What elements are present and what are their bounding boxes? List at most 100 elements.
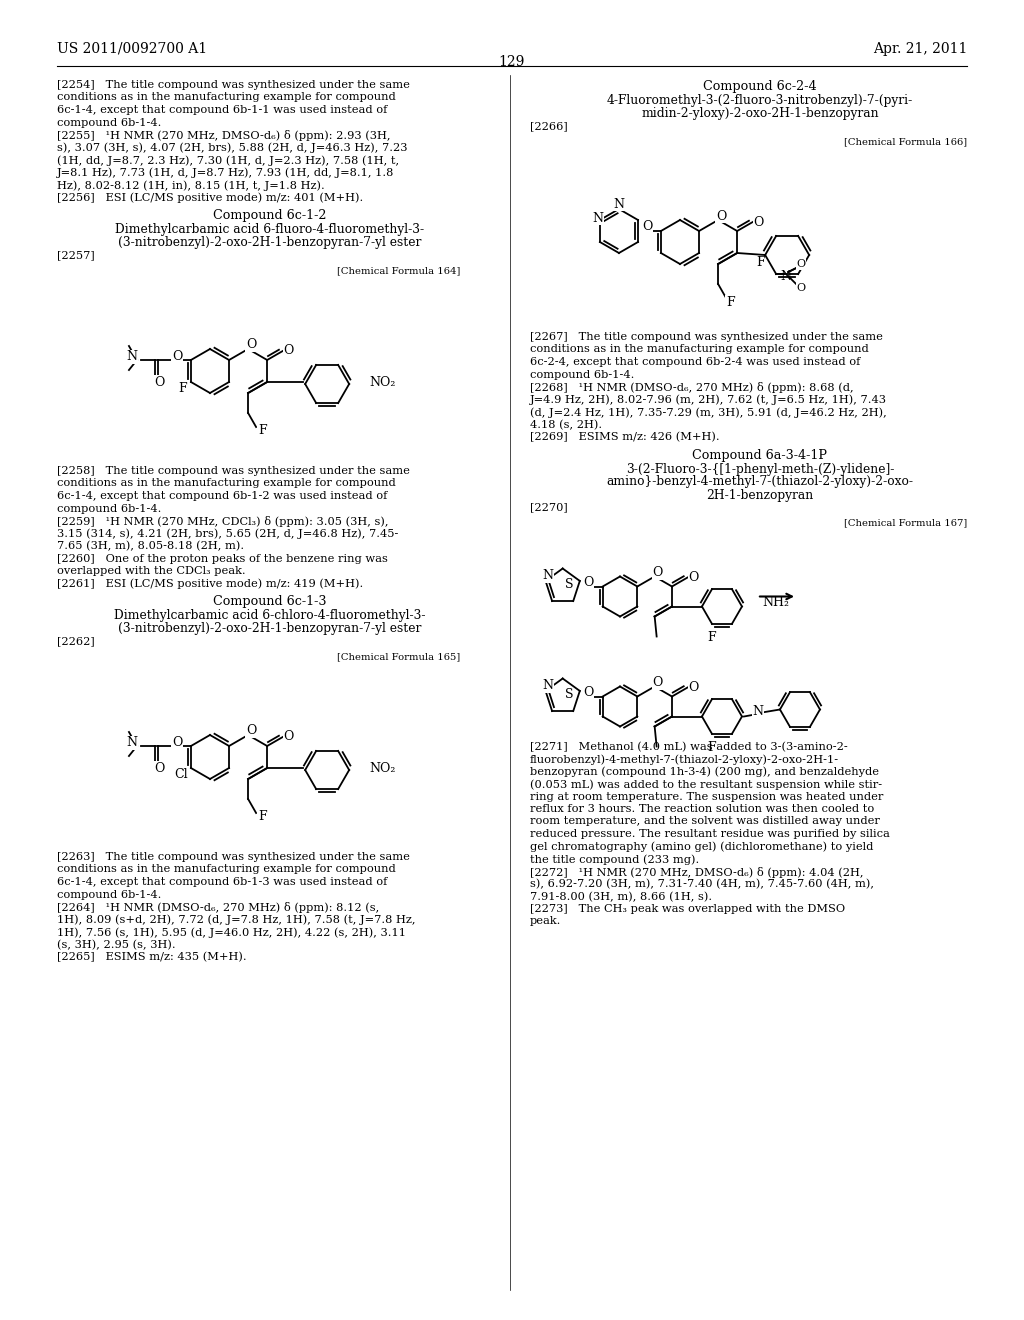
Text: O: O [716,210,726,223]
Text: NO₂: NO₂ [370,375,395,388]
Text: Compound 6a-3-4-1P: Compound 6a-3-4-1P [692,449,827,462]
Text: [2254]   The title compound was synthesized under the same: [2254] The title compound was synthesize… [57,81,410,90]
Text: benzopyran (compound 1h-3-4) (200 mg), and benzaldehyde: benzopyran (compound 1h-3-4) (200 mg), a… [530,767,879,777]
Text: Compound 6c-1-2: Compound 6c-1-2 [213,209,327,222]
Text: O: O [246,338,256,351]
Text: F: F [708,631,716,644]
Text: (1H, dd, J=8.7, 2.3 Hz), 7.30 (1H, d, J=2.3 Hz), 7.58 (1H, t,: (1H, dd, J=8.7, 2.3 Hz), 7.30 (1H, d, J=… [57,154,399,165]
Text: 1H), 7.56 (s, 1H), 5.95 (d, J=46.0 Hz, 2H), 4.22 (s, 2H), 3.11: 1H), 7.56 (s, 1H), 5.95 (d, J=46.0 Hz, 2… [57,927,406,937]
Text: O: O [284,730,294,743]
Text: [2259]   ¹H NMR (270 MHz, CDCl₃) δ (ppm): 3.05 (3H, s),: [2259] ¹H NMR (270 MHz, CDCl₃) δ (ppm): … [57,516,388,527]
Text: (3-nitrobenzyl)-2-oxo-2H-1-benzopyran-7-yl ester: (3-nitrobenzyl)-2-oxo-2H-1-benzopyran-7-… [119,236,422,249]
Text: Dimethylcarbamic acid 6-chloro-4-fluoromethyl-3-: Dimethylcarbamic acid 6-chloro-4-fluorom… [115,609,426,622]
Text: [2269]   ESIMS m/z: 426 (M+H).: [2269] ESIMS m/z: 426 (M+H). [530,432,720,442]
Text: [2265]   ESIMS m/z: 435 (M+H).: [2265] ESIMS m/z: 435 (M+H). [57,952,247,962]
Text: Compound 6c-1-3: Compound 6c-1-3 [213,595,327,609]
Text: O: O [652,676,663,689]
Text: US 2011/0092700 A1: US 2011/0092700 A1 [57,42,207,55]
Text: 3-(2-Fluoro-3-{[1-phenyl-meth-(Z)-ylidene]-: 3-(2-Fluoro-3-{[1-phenyl-meth-(Z)-yliden… [626,462,894,475]
Text: [2268]   ¹H NMR (DMSO-d₆, 270 MHz) δ (ppm): 8.68 (d,: [2268] ¹H NMR (DMSO-d₆, 270 MHz) δ (ppm)… [530,381,854,393]
Text: compound 6b-1-4.: compound 6b-1-4. [57,117,162,128]
Text: conditions as in the manufacturing example for compound: conditions as in the manufacturing examp… [57,479,395,488]
Text: F: F [178,381,187,395]
Text: [2267]   The title compound was synthesized under the same: [2267] The title compound was synthesize… [530,333,883,342]
Text: (s, 3H), 2.95 (s, 3H).: (s, 3H), 2.95 (s, 3H). [57,940,176,950]
Text: N: N [753,705,764,718]
Text: O: O [652,566,663,579]
Text: [2255]   ¹H NMR (270 MHz, DMSO-d₆) δ (ppm): 2.93 (3H,: [2255] ¹H NMR (270 MHz, DMSO-d₆) δ (ppm)… [57,129,390,141]
Text: (3-nitrobenzyl)-2-oxo-2H-1-benzopyran-7-yl ester: (3-nitrobenzyl)-2-oxo-2H-1-benzopyran-7-… [119,622,422,635]
Text: amino}-benzyl-4-methyl-7-(thiazol-2-yloxy)-2-oxo-: amino}-benzyl-4-methyl-7-(thiazol-2-ylox… [606,475,913,488]
Text: O: O [154,762,164,775]
Text: O: O [584,686,594,700]
Text: 6c-1-4, except that compound 6b-1-1 was used instead of: 6c-1-4, except that compound 6b-1-1 was … [57,106,387,115]
Text: O: O [246,725,256,738]
Text: the title compound (233 mg).: the title compound (233 mg). [530,854,699,865]
Text: N: N [126,351,137,363]
Text: N: N [613,198,625,210]
Text: reflux for 3 hours. The reaction solution was then cooled to: reflux for 3 hours. The reaction solutio… [530,804,874,814]
Text: overlapped with the CDCl₃ peak.: overlapped with the CDCl₃ peak. [57,566,246,576]
Text: Hz), 8.02-8.12 (1H, in), 8.15 (1H, t, J=1.8 Hz).: Hz), 8.02-8.12 (1H, in), 8.15 (1H, t, J=… [57,180,325,190]
Text: [2273]   The CH₃ peak was overlapped with the DMSO: [2273] The CH₃ peak was overlapped with … [530,904,845,913]
Text: Compound 6c-2-4: Compound 6c-2-4 [703,81,817,92]
Text: F: F [756,256,765,269]
Text: F: F [726,296,734,309]
Text: midin-2-yloxy)-2-oxo-2H-1-benzopyran: midin-2-yloxy)-2-oxo-2H-1-benzopyran [641,107,879,120]
Text: Dimethylcarbamic acid 6-fluoro-4-fluoromethyl-3-: Dimethylcarbamic acid 6-fluoro-4-fluorom… [116,223,425,236]
Text: reduced pressure. The resultant residue was purified by silica: reduced pressure. The resultant residue … [530,829,890,840]
Text: O: O [797,259,806,269]
Text: N: N [542,569,553,582]
Text: room temperature, and the solvent was distilled away under: room temperature, and the solvent was di… [530,817,880,826]
Text: O: O [584,576,594,589]
Text: [2260]   One of the proton peaks of the benzene ring was: [2260] One of the proton peaks of the be… [57,553,388,564]
Text: [2264]   ¹H NMR (DMSO-d₆, 270 MHz) δ (ppm): 8.12 (s,: [2264] ¹H NMR (DMSO-d₆, 270 MHz) δ (ppm)… [57,902,379,913]
Text: NO₂: NO₂ [370,762,395,775]
Text: compound 6b-1-4.: compound 6b-1-4. [57,503,162,513]
Text: 4-Fluoromethyl-3-(2-fluoro-3-nitrobenzyl)-7-(pyri-: 4-Fluoromethyl-3-(2-fluoro-3-nitrobenzyl… [607,94,913,107]
Text: 129: 129 [499,55,525,69]
Text: compound 6b-1-4.: compound 6b-1-4. [57,890,162,899]
Text: F: F [258,425,266,437]
Text: fluorobenzyl)-4-methyl-7-(thiazol-2-yloxy)-2-oxo-2H-1-: fluorobenzyl)-4-methyl-7-(thiazol-2-ylox… [530,754,839,764]
Text: O: O [688,572,698,583]
Text: [2263]   The title compound was synthesized under the same: [2263] The title compound was synthesize… [57,851,410,862]
Text: O: O [688,681,698,694]
Text: s), 3.07 (3H, s), 4.07 (2H, brs), 5.88 (2H, d, J=46.3 Hz), 7.23: s), 3.07 (3H, s), 4.07 (2H, brs), 5.88 (… [57,143,408,153]
Text: gel chromatography (amino gel) (dichloromethane) to yield: gel chromatography (amino gel) (dichloro… [530,842,873,853]
Text: N: N [542,680,553,693]
Text: (0.053 mL) was added to the resultant suspension while stir-: (0.053 mL) was added to the resultant su… [530,779,882,789]
Text: conditions as in the manufacturing example for compound: conditions as in the manufacturing examp… [57,865,395,874]
Text: J=4.9 Hz, 2H), 8.02-7.96 (m, 2H), 7.62 (t, J=6.5 Hz, 1H), 7.43: J=4.9 Hz, 2H), 8.02-7.96 (m, 2H), 7.62 (… [530,395,887,405]
Text: [2256]   ESI (LC/MS positive mode) m/z: 401 (M+H).: [2256] ESI (LC/MS positive mode) m/z: 40… [57,193,364,203]
Text: 1H), 8.09 (s+d, 2H), 7.72 (d, J=7.8 Hz, 1H), 7.58 (t, J=7.8 Hz,: 1H), 8.09 (s+d, 2H), 7.72 (d, J=7.8 Hz, … [57,915,416,925]
Text: O: O [754,215,764,228]
Text: 7.65 (3H, m), 8.05-8.18 (2H, m).: 7.65 (3H, m), 8.05-8.18 (2H, m). [57,541,244,552]
Text: N: N [126,737,137,750]
Text: 4.18 (s, 2H).: 4.18 (s, 2H). [530,420,602,430]
Text: ring at room temperature. The suspension was heated under: ring at room temperature. The suspension… [530,792,884,801]
Text: [2262]: [2262] [57,636,95,645]
Text: peak.: peak. [530,916,561,927]
Text: [Chemical Formula 166]: [Chemical Formula 166] [844,137,967,147]
Text: 3.15 (314, s), 4.21 (2H, brs), 5.65 (2H, d, J=46.8 Hz), 7.45-: 3.15 (314, s), 4.21 (2H, brs), 5.65 (2H,… [57,528,398,539]
Text: [2270]: [2270] [530,503,567,512]
Text: N: N [593,211,603,224]
Text: [2257]: [2257] [57,249,95,260]
Text: 6c-2-4, except that compound 6b-2-4 was used instead of: 6c-2-4, except that compound 6b-2-4 was … [530,356,860,367]
Text: O: O [284,345,294,358]
Text: N: N [780,269,792,282]
Text: 2H-1-benzopyran: 2H-1-benzopyran [707,488,814,502]
Text: F: F [258,810,266,824]
Text: O: O [642,220,652,234]
Text: [2258]   The title compound was synthesized under the same: [2258] The title compound was synthesize… [57,466,410,477]
Text: [2261]   ESI (LC/MS positive mode) m/z: 419 (M+H).: [2261] ESI (LC/MS positive mode) m/z: 41… [57,578,364,589]
Text: (d, J=2.4 Hz, 1H), 7.35-7.29 (m, 3H), 5.91 (d, J=46.2 Hz, 2H),: (d, J=2.4 Hz, 1H), 7.35-7.29 (m, 3H), 5.… [530,407,887,417]
Text: conditions as in the manufacturing example for compound: conditions as in the manufacturing examp… [57,92,395,103]
Text: F: F [708,742,716,754]
Text: J=8.1 Hz), 7.73 (1H, d, J=8.7 Hz), 7.93 (1H, dd, J=8.1, 1.8: J=8.1 Hz), 7.73 (1H, d, J=8.7 Hz), 7.93 … [57,168,394,178]
Text: [2272]   ¹H NMR (270 MHz, DMSO-d₆) δ (ppm): 4.04 (2H,: [2272] ¹H NMR (270 MHz, DMSO-d₆) δ (ppm)… [530,866,863,878]
Text: O: O [172,735,182,748]
Text: NH₂: NH₂ [762,597,788,609]
Text: O: O [154,375,164,388]
